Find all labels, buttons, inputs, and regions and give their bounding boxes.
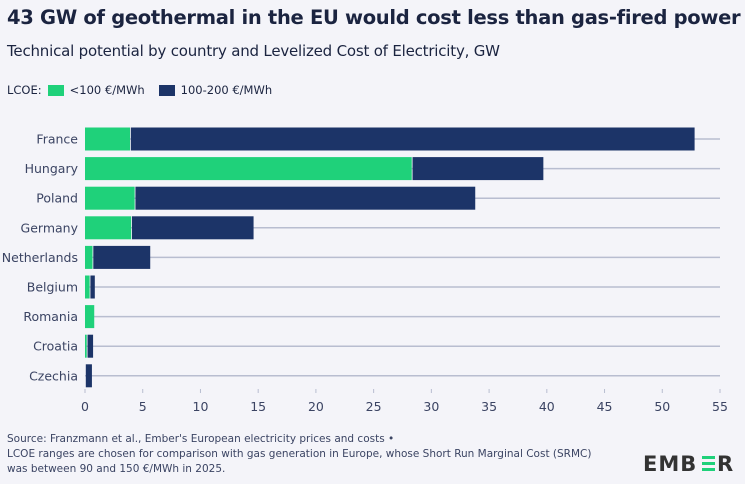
ember-logo: EMB R xyxy=(643,452,733,475)
x-tick-label: 50 xyxy=(654,399,670,414)
bar-segment xyxy=(85,245,93,269)
bar-segment xyxy=(85,186,135,210)
x-tick-label: 5 xyxy=(139,399,147,414)
bar-segment xyxy=(135,186,476,210)
x-tick-label: 45 xyxy=(597,399,613,414)
bar-segment xyxy=(85,364,92,388)
bar-segment xyxy=(412,157,544,181)
bar-segment xyxy=(90,275,95,299)
source-line: LCOE ranges are chosen for comparison wi… xyxy=(7,448,592,460)
bar-segment xyxy=(130,127,695,151)
category-label: Croatia xyxy=(33,339,78,354)
legend-swatch-high xyxy=(158,84,175,96)
chart-subtitle: Technical potential by country and Level… xyxy=(7,42,500,60)
svg-text:R: R xyxy=(717,452,733,475)
bar-segment xyxy=(85,157,412,181)
source-note: Source: Franzmann et al., Ember's Europe… xyxy=(7,432,591,477)
x-tick-label: 0 xyxy=(81,399,89,414)
legend-item-low: <100 €/MWh xyxy=(69,83,145,97)
x-tick-label: 55 xyxy=(712,399,728,414)
source-line: Source: Franzmann et al., Ember's Europe… xyxy=(7,433,395,445)
bar-segment xyxy=(85,305,95,329)
category-label: France xyxy=(36,132,78,147)
x-tick-label: 30 xyxy=(423,399,439,414)
category-label: Hungary xyxy=(25,161,79,176)
bar-segment xyxy=(131,216,254,240)
legend-swatch-low xyxy=(47,84,64,96)
category-label: Poland xyxy=(36,191,78,206)
x-tick-label: 40 xyxy=(539,399,555,414)
svg-text:EMB: EMB xyxy=(643,452,697,475)
category-label: Germany xyxy=(21,220,79,235)
x-tick-label: 20 xyxy=(308,399,324,414)
x-tick-label: 10 xyxy=(193,399,209,414)
x-tick-label: 25 xyxy=(366,399,382,414)
bar-segment xyxy=(93,245,151,269)
bar-chart: France Hungary Poland Germany Netherlands Bel… xyxy=(2,127,728,414)
bar-segment xyxy=(87,334,94,358)
category-label: Netherlands xyxy=(2,250,78,265)
bar-segment xyxy=(85,334,87,358)
legend-item-high: 100-200 €/MWh xyxy=(180,83,273,97)
bar-segment xyxy=(85,275,90,299)
category-label: Romania xyxy=(23,309,78,324)
bar-segment xyxy=(85,216,132,240)
bar-segment xyxy=(85,127,131,151)
chart-title: 43 GW of geothermal in the EU would cost… xyxy=(7,6,741,29)
legend: LCOE: <100 €/MWh 100-200 €/MWh xyxy=(7,83,272,97)
source-line: was between 90 and 150 €/MWh in 2025. xyxy=(7,463,226,475)
category-label: Belgium xyxy=(27,280,78,295)
category-label: Czechia xyxy=(29,368,78,383)
x-tick-label: 15 xyxy=(250,399,266,414)
legend-label: LCOE: xyxy=(7,83,42,97)
x-tick-label: 35 xyxy=(481,399,497,414)
